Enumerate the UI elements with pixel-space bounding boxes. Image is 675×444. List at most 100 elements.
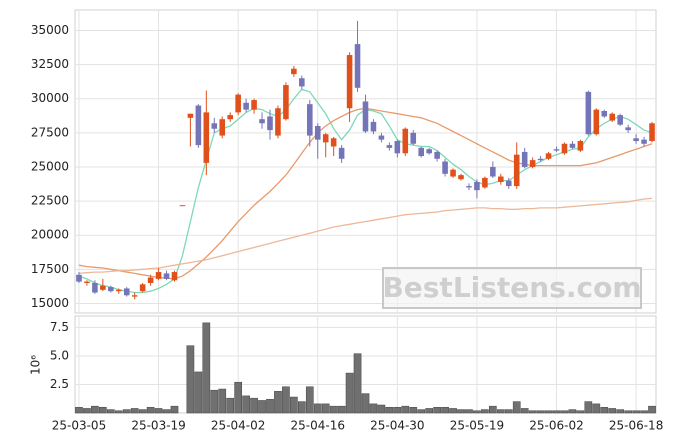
volume-bar [608,408,617,414]
candle-body [386,145,393,148]
volume-bar [329,405,338,414]
volume-bar [528,410,537,414]
volume-bar [520,408,529,414]
volume-bar [226,397,235,414]
y-tick-label: 15000 [31,296,69,310]
volume-bar [544,410,553,414]
volume-bar [457,409,465,414]
candle-body [179,205,186,207]
candle-body [291,68,297,75]
candle-body [115,289,122,292]
y-tick-label: 2.5 [50,377,69,391]
watermark-text: BestListens.com [382,271,641,304]
y-tick-label: 22500 [31,194,69,208]
volume-bar [99,407,107,414]
x-tick-label: 25-06-02 [529,419,583,433]
volume-bar [313,403,322,414]
candle-body [474,181,480,191]
candle-body [569,143,576,148]
candle-body [235,94,241,113]
candle-body [275,108,281,136]
candle-body [529,160,536,167]
volume-bar [250,397,258,414]
candle-body [243,102,249,110]
volume-bar [305,386,314,414]
volume-bar [481,409,489,414]
volume-bar [417,409,426,414]
candle-body [537,158,544,161]
volume-bar [274,391,282,414]
candle-body [131,295,138,297]
x-tick-label: 25-05-19 [450,419,504,433]
candle-body [195,105,202,146]
candle-body [402,128,409,154]
volume-bar [624,410,632,414]
volume-bar [584,401,593,414]
volume-bar [114,410,123,414]
candle-body [267,116,273,131]
candle-body [108,287,114,292]
volume-bar [91,405,99,414]
candle-body [633,138,639,142]
candle-body [577,141,584,151]
candle-body [649,123,655,142]
candle-body [426,149,432,154]
candle-body [601,111,608,117]
volume-bar [242,395,250,414]
volume-bar [504,409,513,414]
candle-body [585,91,592,135]
volume-bar [83,408,91,414]
candle-body [123,288,130,296]
volume-bar [353,353,362,414]
volume-bar [75,407,83,414]
candle-body [458,175,464,180]
candle-body [203,112,210,163]
volume-bar [162,409,171,414]
candle-body [593,109,600,135]
candle-body [641,139,647,144]
volume-bar [106,409,115,414]
x-tick-label: 25-04-02 [211,419,265,433]
volume-bar [122,409,131,414]
candle-body [450,169,456,177]
volume-bar [425,408,434,414]
candle-body [147,277,154,283]
price-frame [74,9,657,314]
candle-body [521,151,528,167]
volume-bar [401,405,410,414]
volume-bar [170,405,179,414]
candle-body [418,147,424,157]
volume-bar [154,408,163,414]
candle-body [410,132,417,144]
candle-body [139,284,146,292]
y-tick-label: 7.5 [50,320,69,334]
y-tick-label: 5.0 [50,348,69,362]
y-tick-label: 27500 [31,125,69,139]
volume-bar [210,389,219,414]
moving-average-line [78,197,653,275]
candle-body [322,134,329,143]
volume-bar [321,403,330,414]
volume-bar [433,407,441,414]
candle-body [362,101,369,132]
x-tick-label: 25-04-30 [370,419,424,433]
volume-bar [194,371,203,414]
candle-body [314,126,321,140]
candle-body [299,78,305,87]
volume-bar [186,345,195,414]
volume-bar [449,408,457,414]
candle-body [545,153,552,159]
candle-body [259,119,265,124]
candle-body [370,121,377,132]
volume-bar [385,407,394,414]
volume-bar [576,410,585,414]
volume-bar [441,407,449,414]
x-tick-label: 25-03-05 [52,419,106,433]
y-tick-label: 35000 [31,23,69,37]
volume-bar [202,322,211,414]
candle-body [251,100,257,110]
volume-bar [496,409,505,414]
candle-body [84,281,90,283]
volume-bar [600,407,609,414]
candle-body [354,44,361,88]
